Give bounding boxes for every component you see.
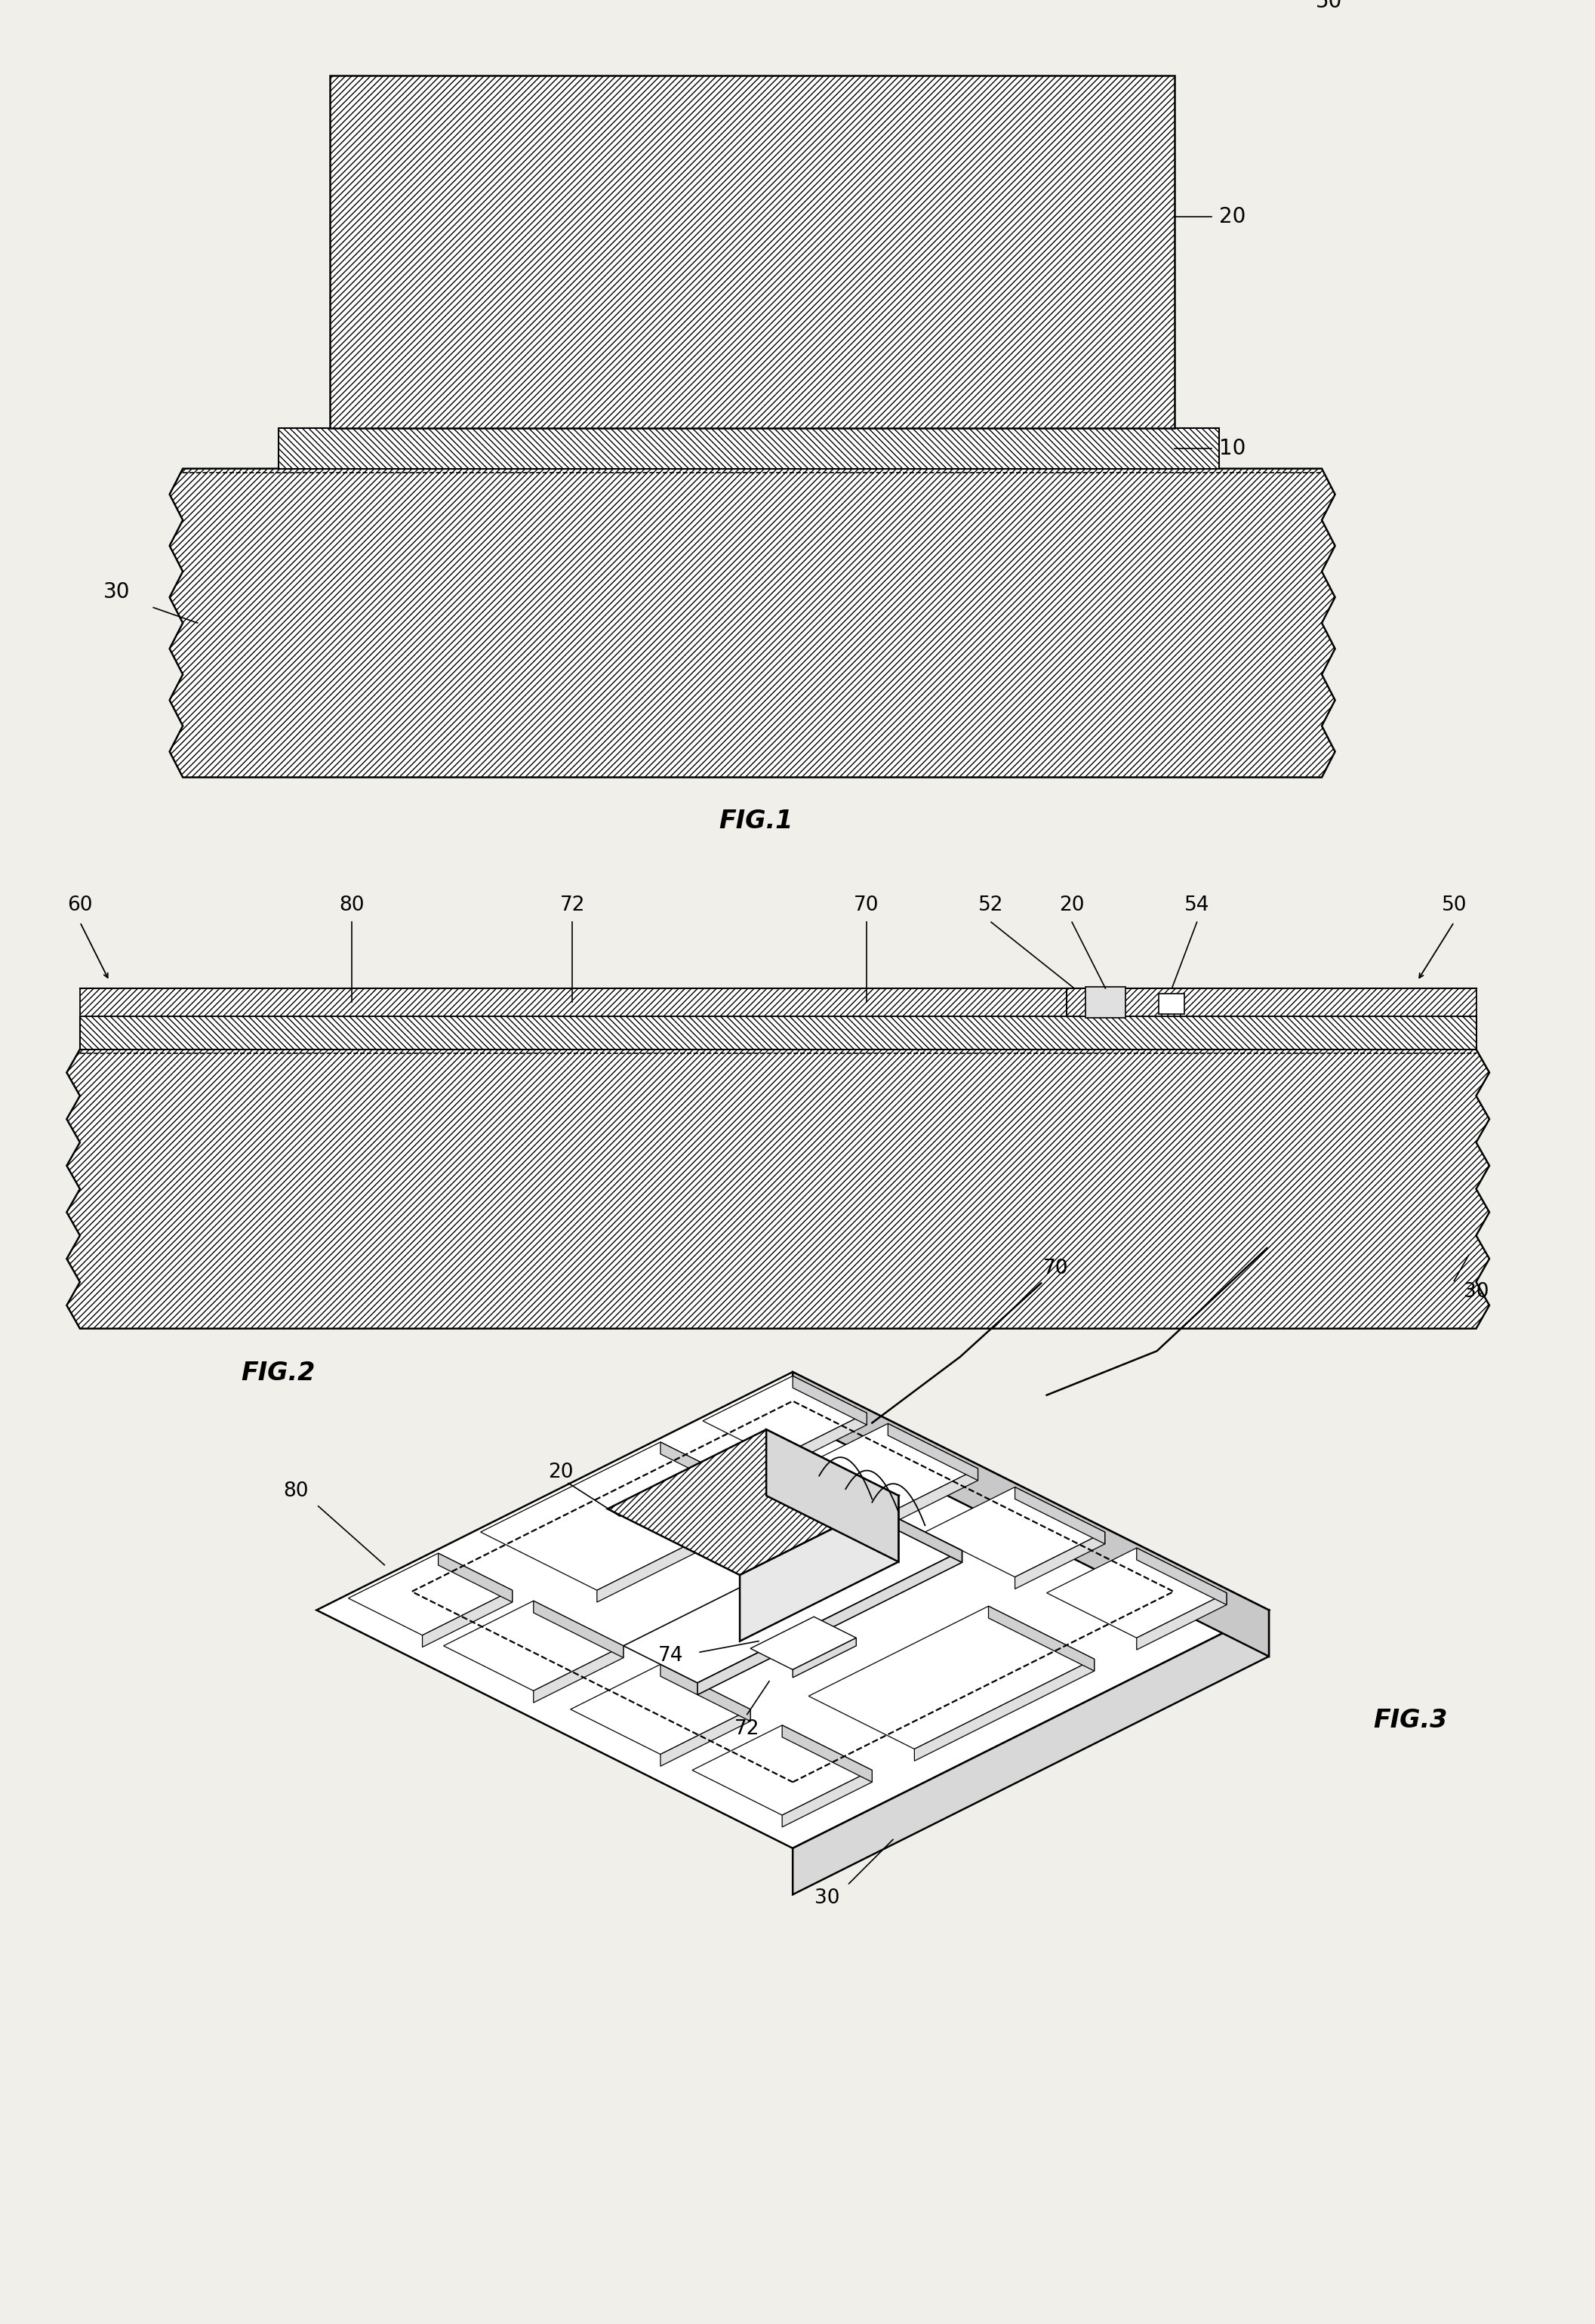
Polygon shape <box>533 1601 624 1657</box>
Text: 20: 20 <box>1059 895 1085 916</box>
Polygon shape <box>423 1590 512 1648</box>
Polygon shape <box>888 1469 978 1525</box>
Text: 80: 80 <box>284 1483 309 1501</box>
Text: 20: 20 <box>549 1462 574 1483</box>
Polygon shape <box>782 1724 872 1783</box>
Text: 50: 50 <box>1316 0 1343 12</box>
Polygon shape <box>1046 1548 1227 1638</box>
Text: 30: 30 <box>813 1889 839 1908</box>
Polygon shape <box>888 1425 978 1480</box>
Polygon shape <box>660 1443 777 1513</box>
Polygon shape <box>888 1513 962 1562</box>
Bar <box>1158 992 1185 1013</box>
Text: 10: 10 <box>1219 437 1246 458</box>
Polygon shape <box>692 1724 872 1815</box>
Text: 80: 80 <box>340 895 365 916</box>
Polygon shape <box>1014 1487 1105 1543</box>
Polygon shape <box>809 1606 1094 1750</box>
Polygon shape <box>660 1710 750 1766</box>
Text: 54: 54 <box>1183 895 1209 916</box>
Text: FIG.2: FIG.2 <box>241 1360 316 1385</box>
Polygon shape <box>439 1552 512 1601</box>
Polygon shape <box>624 1513 962 1683</box>
Polygon shape <box>777 1413 866 1469</box>
Bar <box>80 1016 1475 1048</box>
Polygon shape <box>608 1429 898 1576</box>
Bar <box>279 428 1219 469</box>
Text: 72: 72 <box>735 1720 759 1738</box>
Bar <box>330 74 1176 428</box>
Text: 30: 30 <box>104 581 131 602</box>
Polygon shape <box>597 1501 777 1601</box>
Text: 52: 52 <box>978 895 1003 916</box>
Text: 50: 50 <box>1442 895 1467 916</box>
Polygon shape <box>480 1443 777 1590</box>
Text: 70: 70 <box>853 895 879 916</box>
Text: FIG.3: FIG.3 <box>1373 1708 1447 1734</box>
Polygon shape <box>660 1664 750 1722</box>
Polygon shape <box>750 1618 857 1669</box>
Bar <box>80 988 1475 1016</box>
Polygon shape <box>793 1611 1270 1894</box>
Polygon shape <box>1014 1532 1105 1590</box>
Polygon shape <box>533 1645 624 1703</box>
Polygon shape <box>67 1048 1490 1329</box>
Polygon shape <box>1137 1592 1227 1650</box>
Polygon shape <box>782 1771 872 1827</box>
Polygon shape <box>793 1376 866 1425</box>
Polygon shape <box>443 1601 624 1692</box>
Bar <box>1085 988 1126 1018</box>
Polygon shape <box>697 1550 962 1694</box>
Text: 60: 60 <box>67 895 93 916</box>
Polygon shape <box>793 1638 857 1678</box>
Polygon shape <box>348 1552 512 1636</box>
Polygon shape <box>316 1371 1270 1848</box>
Polygon shape <box>169 469 1335 776</box>
Polygon shape <box>989 1606 1094 1671</box>
Text: 74: 74 <box>657 1645 683 1666</box>
Polygon shape <box>703 1376 866 1457</box>
Polygon shape <box>925 1487 1105 1578</box>
Text: 72: 72 <box>560 895 585 916</box>
Polygon shape <box>793 1371 1270 1657</box>
Text: 70: 70 <box>1043 1260 1069 1278</box>
Polygon shape <box>914 1659 1094 1762</box>
Polygon shape <box>798 1425 978 1513</box>
Text: FIG.1: FIG.1 <box>719 809 793 834</box>
Text: 30: 30 <box>1464 1283 1488 1301</box>
Text: 20: 20 <box>1219 207 1246 228</box>
Polygon shape <box>1137 1548 1227 1606</box>
Polygon shape <box>571 1664 750 1755</box>
Polygon shape <box>766 1429 898 1562</box>
Polygon shape <box>740 1497 898 1641</box>
